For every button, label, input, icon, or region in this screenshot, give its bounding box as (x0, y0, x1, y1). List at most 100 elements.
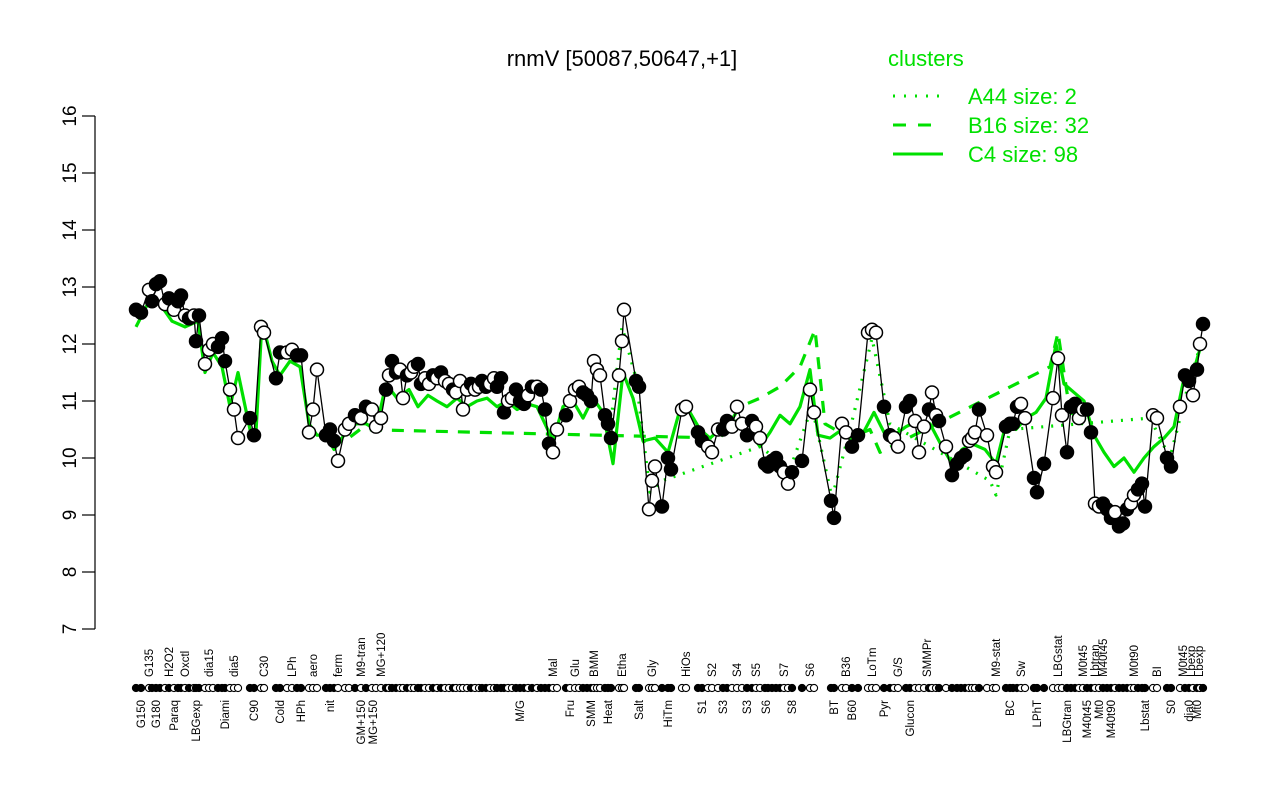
data-point (1045, 390, 1061, 406)
data-point (226, 402, 242, 417)
sample-marker (1032, 683, 1042, 693)
sample-marker (853, 683, 863, 693)
x-tick-label: Gly (647, 660, 659, 678)
legend: clusters A44 size: 2 B16 size: 32 C4 siz… (888, 46, 1089, 167)
sample-marker (552, 683, 562, 693)
x-tick-label: ferm (333, 654, 345, 677)
x-tick-label: Paraq (169, 700, 181, 731)
x-tick-label: SMMPr (922, 639, 934, 678)
sample-marker (333, 683, 343, 693)
data-point (1181, 373, 1197, 389)
sample-marker (1140, 683, 1150, 693)
chart-title: rnmV [50087,50647,+1] (507, 46, 738, 71)
data-point (938, 439, 954, 454)
sample-marker (249, 683, 259, 693)
data-point (1017, 410, 1033, 426)
data-point (152, 274, 168, 289)
legend-entry-a44: A44 size: 2 (968, 84, 1077, 109)
x-tick-label: S3 (742, 700, 754, 714)
sample-marker (275, 683, 285, 693)
x-tick-label: BI (1152, 666, 1164, 677)
x-tick-label: aero (308, 654, 320, 677)
sample-marker (797, 683, 807, 693)
x-tick-label: Heat (603, 699, 615, 724)
data-point (1026, 470, 1042, 486)
x-tick-label: Glu (570, 659, 582, 677)
data-point (301, 425, 317, 440)
x-tick-label: S4 (732, 662, 744, 677)
data-point (654, 499, 670, 514)
data-point (1137, 499, 1153, 514)
sample-marker (296, 683, 306, 693)
x-tick-label: BMM (589, 650, 601, 677)
data-point (647, 459, 663, 474)
data-point (378, 382, 394, 397)
sample-marker (787, 683, 797, 693)
data-point (979, 427, 995, 443)
x-tick-label: S6 (761, 700, 773, 714)
data-point (592, 368, 608, 383)
data-point (305, 402, 321, 417)
data-point (410, 356, 426, 372)
x-axis-labels: G135 H2O2 Oxctl dia15 dia5 C30 LPh aero ferm M9-t… (136, 633, 1206, 745)
data-point (844, 439, 860, 454)
cluster-line-solid (134, 299, 1205, 474)
y-tick-label: 13 (60, 276, 81, 297)
y-tick-label: 15 (60, 162, 81, 183)
x-tick-label: M40t45 (1098, 639, 1110, 677)
data-point (549, 422, 565, 437)
x-tick-label: MG+120 (376, 633, 388, 677)
data-point (663, 462, 679, 477)
data-point (1163, 459, 1179, 474)
data-point (600, 416, 616, 432)
cluster-line-dotted (608, 325, 1205, 500)
data-point (967, 425, 983, 440)
data-point (395, 390, 411, 406)
sample-marker (1039, 683, 1049, 693)
data-point (330, 453, 346, 469)
data-point (533, 382, 549, 397)
legend-entry-c4: C4 size: 98 (968, 142, 1078, 167)
y-tick-label: 8 (60, 567, 81, 578)
data-point (752, 430, 768, 446)
data-point (1083, 425, 1099, 440)
sample-marker (1198, 683, 1208, 693)
x-tick-label: M0t45 (1178, 645, 1190, 677)
x-tick-label: Cold (275, 700, 287, 724)
x-tick-label: M9-tran (356, 637, 368, 677)
data-point (902, 393, 918, 409)
data-point (373, 410, 389, 426)
data-point (876, 399, 892, 414)
data-point (188, 333, 204, 349)
x-tick-label: BC (1005, 700, 1017, 716)
data-point (1036, 456, 1052, 471)
x-tick-label: MG+150 (368, 700, 380, 744)
x-tick-label: Salt (634, 699, 646, 720)
sample-marker (829, 683, 839, 693)
data-point (293, 348, 309, 363)
x-tick-label: G/S (893, 657, 905, 677)
data-point (1172, 399, 1188, 414)
data-point (1107, 504, 1123, 520)
y-tick-label: 11 (60, 391, 81, 411)
x-tick-label: Fru (565, 700, 577, 717)
data-point (850, 427, 866, 443)
sample-marker (991, 683, 1001, 693)
sample-marker (1152, 683, 1162, 693)
data-point (641, 502, 657, 517)
y-tick-label: 16 (60, 105, 81, 126)
x-axis-sample-markers (131, 683, 1208, 693)
x-tick-label: S8 (787, 700, 799, 714)
data-point (678, 399, 694, 414)
x-tick-label: B36 (841, 657, 853, 677)
data-point (890, 439, 906, 454)
data-point (545, 445, 561, 460)
x-tick-label: LBGexp (191, 700, 203, 742)
data-point (493, 370, 509, 386)
data-point (583, 393, 599, 409)
x-tick-label: Lbtran (1090, 644, 1102, 677)
x-tick-label: Diami (220, 700, 232, 729)
data-point (1189, 362, 1205, 377)
data-point (784, 465, 800, 480)
